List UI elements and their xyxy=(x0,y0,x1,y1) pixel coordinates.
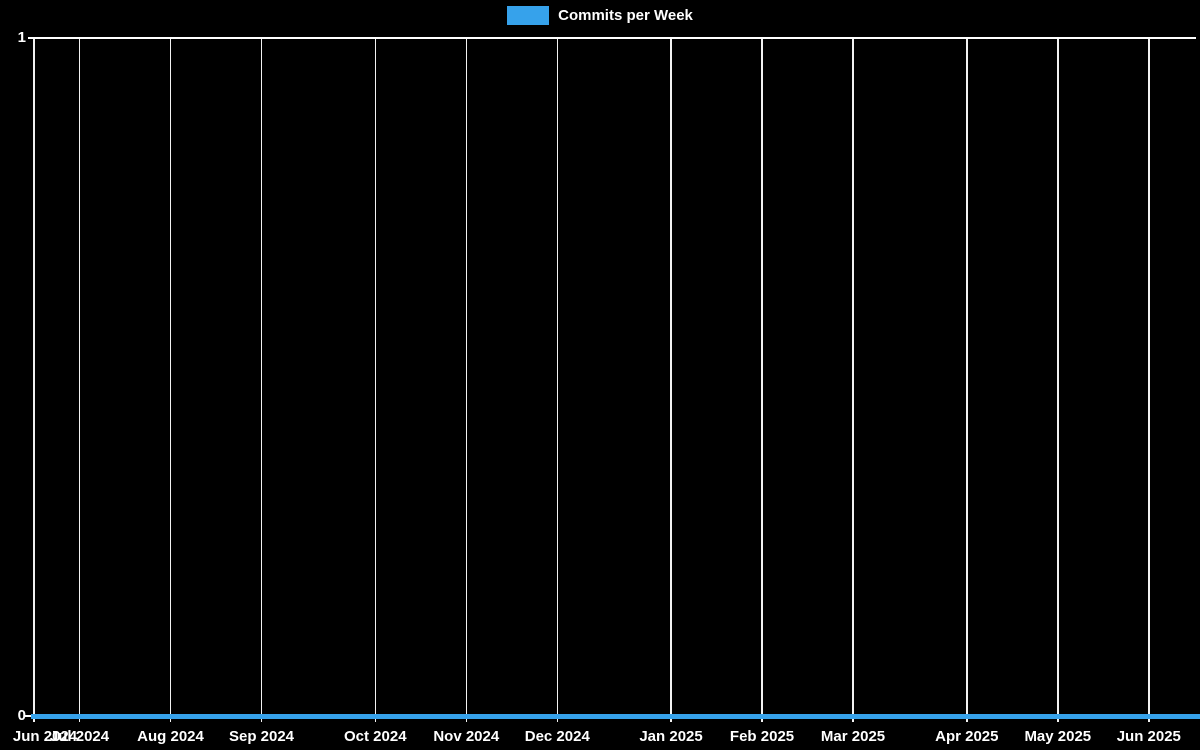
gridline xyxy=(966,39,968,722)
y-axis-tick-zero xyxy=(25,715,33,717)
x-axis-label: Oct 2024 xyxy=(343,728,407,745)
gridline xyxy=(761,39,763,722)
x-axis-label: Nov 2024 xyxy=(433,728,500,745)
x-axis-label: Apr 2025 xyxy=(935,728,999,745)
gridline xyxy=(1148,39,1150,722)
legend-color-swatch xyxy=(507,6,550,25)
y-axis-label-max: 1 xyxy=(17,29,26,46)
x-axis-label: May 2025 xyxy=(1024,728,1092,745)
legend-label: Commits per Week xyxy=(558,7,693,24)
gridline xyxy=(852,39,854,722)
gridline xyxy=(670,39,672,722)
x-axis-label: Dec 2024 xyxy=(524,728,590,745)
gridline xyxy=(33,39,35,722)
y-axis-label-min: 0 xyxy=(17,707,26,724)
gridline xyxy=(465,39,468,722)
x-axis-label: Sep 2024 xyxy=(228,728,295,745)
plot-top-border xyxy=(28,37,1196,39)
x-axis-label: Jun 2025 xyxy=(1116,728,1181,745)
gridline xyxy=(374,39,377,722)
x-axis-label: Feb 2025 xyxy=(729,728,795,745)
gridline xyxy=(1057,39,1059,722)
x-axis-label: Jul 2024 xyxy=(49,728,110,745)
chart-legend: Commits per Week xyxy=(0,6,1200,25)
gridline xyxy=(556,39,559,722)
commits-line xyxy=(31,713,1200,719)
gridline xyxy=(78,39,81,722)
legend-item-commits[interactable]: Commits per Week xyxy=(507,6,693,25)
x-axis-label: Aug 2024 xyxy=(137,728,204,745)
x-axis-label: Jun 2024 xyxy=(12,728,78,745)
gridline xyxy=(169,39,172,722)
x-axis-label: Mar 2025 xyxy=(820,728,886,745)
x-axis-label: Jan 2025 xyxy=(639,728,703,745)
gridline xyxy=(260,39,263,722)
